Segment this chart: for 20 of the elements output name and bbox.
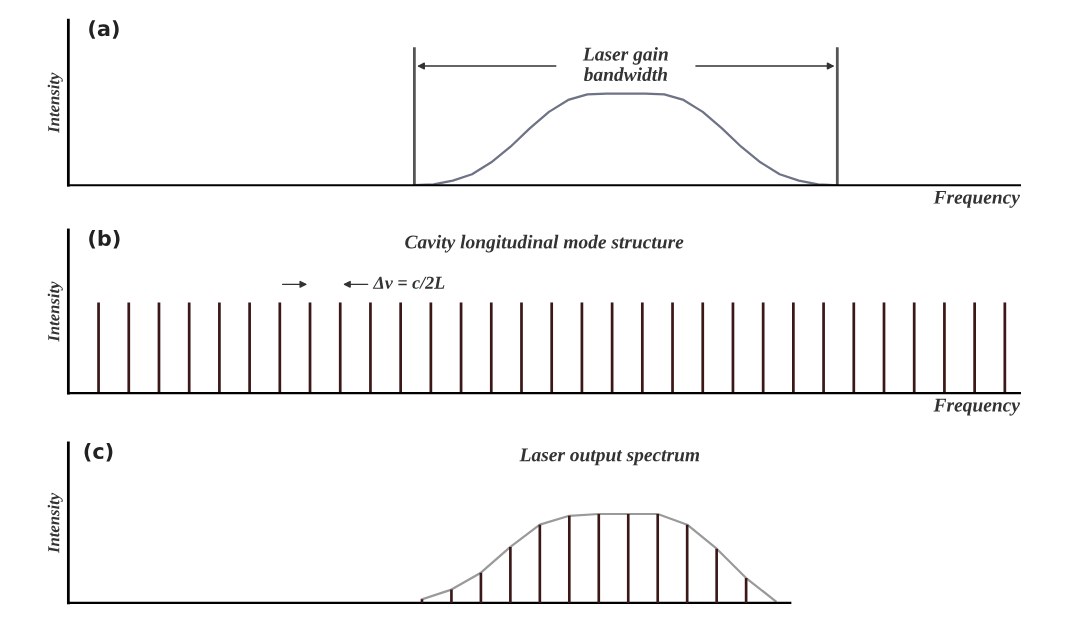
y-axis-title: Intensity: [47, 281, 63, 342]
y-axis-title: Intensity: [47, 492, 63, 554]
y-axis-title: Intensity: [47, 72, 63, 133]
text: (c): [84, 442, 113, 462]
bar: [715, 548, 718, 603]
x-axis-title: Frequency: [933, 398, 1020, 416]
bar: [567, 515, 571, 603]
text: (b): [89, 229, 120, 249]
bar: [597, 514, 601, 603]
chart-title: Cavity longitudinal mode structure: [405, 234, 684, 253]
bar: [509, 546, 512, 603]
bar: [450, 589, 453, 603]
bar: [626, 514, 630, 603]
x-axis-title: Frequency: [933, 190, 1020, 208]
text: Laser gain bandwidth: [582, 47, 668, 82]
text: Δν = c/2L: [372, 276, 445, 289]
bar: [656, 514, 660, 603]
chart-title: Laser output spectrum: [519, 448, 700, 466]
text: (a): [89, 20, 119, 39]
bar: [685, 524, 689, 603]
